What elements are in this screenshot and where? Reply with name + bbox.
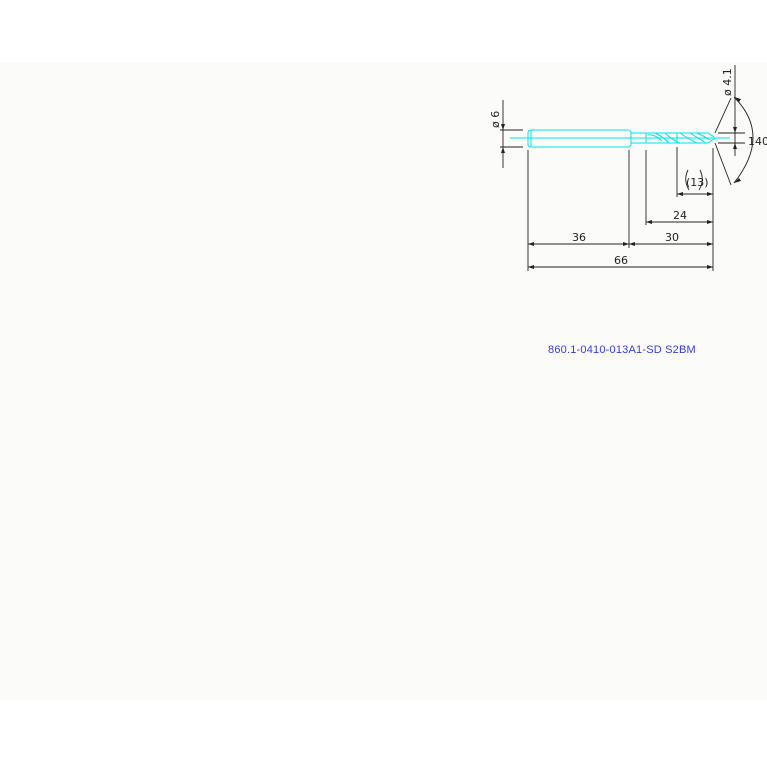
part-number: 860.1-0410-013A1-SD S2BM — [548, 344, 696, 356]
shank-diameter-label: ø 6 — [489, 111, 502, 128]
flute-body — [645, 132, 715, 144]
flute-length-label: 24 — [673, 209, 687, 222]
neck — [631, 132, 646, 144]
shank-length-label: 36 — [572, 231, 586, 244]
overall-length-label: 66 — [614, 254, 628, 267]
flute-ref-label: (13) — [686, 176, 709, 189]
tip-diameter-label: ø 4.1 — [721, 68, 734, 96]
drill-tool-outline — [510, 129, 730, 148]
point-angle-label: 140° — [748, 135, 767, 148]
drawing-sheet — [0, 62, 767, 700]
body-length-label: 30 — [665, 231, 679, 244]
flute-helix — [647, 132, 711, 144]
shank — [527, 129, 632, 148]
dimension-lines — [500, 65, 754, 271]
